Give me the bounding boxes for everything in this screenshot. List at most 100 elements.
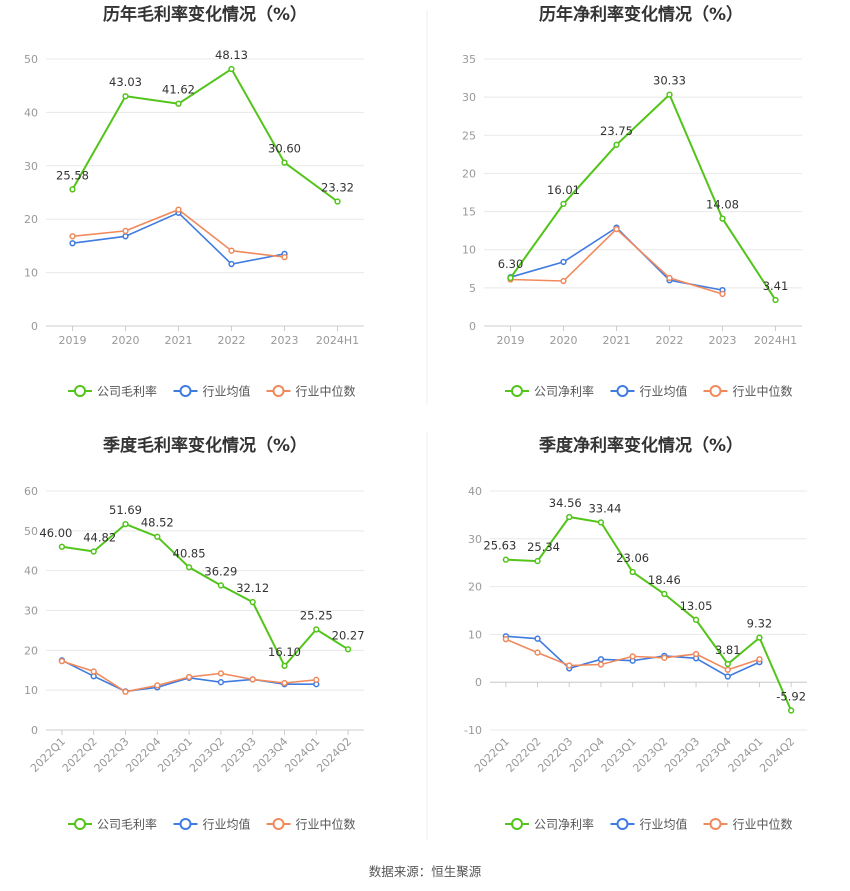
legend-item-industry_median[interactable]: 行业中位数 — [703, 384, 793, 399]
data-point-industry_median[interactable] — [228, 247, 235, 254]
legend-item-industry_avg[interactable]: 行业均值 — [173, 817, 251, 832]
data-point-industry_median[interactable] — [560, 277, 567, 285]
data-point-industry_median[interactable] — [534, 649, 541, 656]
data-point-company[interactable] — [58, 543, 66, 550]
data-point-industry_median[interactable] — [719, 290, 726, 298]
data-point-industry_median[interactable] — [613, 225, 620, 233]
data-point-industry_avg[interactable] — [597, 656, 605, 663]
data-point-industry_median[interactable] — [217, 670, 225, 677]
y-tick-label: 10 — [24, 684, 38, 697]
data-point-industry_median[interactable] — [185, 673, 193, 681]
data-point-industry_avg[interactable] — [724, 673, 731, 680]
data-point-industry_avg[interactable] — [122, 233, 129, 240]
data-point-company[interactable] — [281, 159, 288, 166]
chart-title: 历年毛利率变化情况（%） — [103, 4, 307, 25]
data-point-industry_median[interactable] — [175, 206, 182, 213]
chart-panel-4: 季度净利率变化情况（%）-100102030402022Q12022Q22022… — [464, 435, 807, 832]
data-point-industry_median[interactable] — [724, 666, 731, 673]
x-tick-label: 2019 — [497, 334, 525, 347]
chart-legend: 公司净利率 行业均值 行业中位数 — [505, 817, 793, 832]
y-tick-label: 20 — [24, 213, 38, 226]
data-point-company[interactable] — [507, 274, 514, 282]
data-point-company[interactable] — [249, 598, 256, 606]
data-point-company[interactable] — [566, 513, 573, 521]
legend-item-industry_median[interactable]: 行业中位数 — [266, 817, 356, 832]
data-point-company[interactable] — [344, 646, 352, 653]
data-point-company[interactable] — [502, 556, 510, 563]
legend-label: 行业中位数 — [733, 817, 793, 832]
y-tick-label: 50 — [24, 525, 38, 538]
legend-label: 公司毛利率 — [97, 817, 157, 832]
data-point-company[interactable] — [90, 548, 97, 555]
data-point-industry_median[interactable] — [69, 233, 76, 240]
data-point-company[interactable] — [69, 186, 76, 193]
data-point-industry_median[interactable] — [629, 653, 636, 660]
data-point-company[interactable] — [629, 568, 636, 576]
y-tick-label: 50 — [24, 53, 38, 66]
data-point-industry_avg[interactable] — [228, 260, 235, 268]
data-point-company[interactable] — [560, 200, 567, 208]
data-point-industry_avg[interactable] — [560, 258, 567, 266]
data-point-company[interactable] — [313, 626, 320, 633]
data-point-company[interactable] — [719, 215, 726, 222]
data-point-company[interactable] — [185, 564, 193, 571]
legend-item-company[interactable]: 公司毛利率 — [68, 384, 157, 399]
data-point-industry_median[interactable] — [692, 650, 700, 658]
y-tick-label: 10 — [468, 628, 482, 641]
data-point-industry_median[interactable] — [122, 688, 129, 695]
data-point-company[interactable] — [597, 519, 605, 526]
data-point-industry_avg[interactable] — [534, 635, 541, 642]
data-point-industry_median[interactable] — [249, 676, 256, 683]
data-point-industry_median[interactable] — [58, 657, 66, 665]
data-point-company[interactable] — [661, 590, 668, 598]
legend-swatch-marker — [179, 818, 192, 830]
data-point-company[interactable] — [724, 660, 731, 668]
legend-item-industry_avg[interactable]: 行业均值 — [610, 384, 688, 399]
data-point-industry_median[interactable] — [90, 668, 97, 675]
legend-item-company[interactable]: 公司净利率 — [505, 817, 594, 832]
data-point-company[interactable] — [756, 634, 763, 641]
legend-item-company[interactable]: 公司净利率 — [505, 384, 594, 399]
data-point-company[interactable] — [334, 198, 341, 205]
x-tick-label: 2023 — [271, 334, 299, 347]
data-point-industry_median[interactable] — [281, 253, 288, 261]
data-label: 33.44 — [588, 501, 621, 515]
data-point-industry_median[interactable] — [154, 682, 161, 689]
data-point-industry_median[interactable] — [313, 676, 320, 683]
y-tick-label: 10 — [24, 267, 38, 280]
chart-title: 季度毛利率变化情况（%） — [103, 435, 307, 456]
legend-item-industry_avg[interactable]: 行业均值 — [610, 817, 688, 832]
data-point-company[interactable] — [281, 662, 288, 670]
data-point-industry_avg[interactable] — [217, 679, 225, 686]
data-point-company[interactable] — [666, 91, 673, 98]
data-point-industry_median[interactable] — [122, 227, 129, 235]
y-tick-label: 25 — [462, 129, 476, 142]
data-point-industry_median[interactable] — [666, 274, 673, 282]
data-point-industry_avg[interactable] — [69, 240, 76, 247]
data-point-industry_median[interactable] — [566, 662, 573, 669]
data-point-industry_median[interactable] — [756, 656, 763, 663]
legend-item-company[interactable]: 公司毛利率 — [68, 817, 157, 832]
legend-item-industry_median[interactable]: 行业中位数 — [266, 384, 356, 399]
data-point-company[interactable] — [175, 100, 182, 107]
data-point-company[interactable] — [613, 141, 620, 148]
y-tick-label: 20 — [468, 581, 482, 594]
data-point-industry_median[interactable] — [597, 661, 605, 668]
data-point-company[interactable] — [692, 616, 700, 623]
data-point-company[interactable] — [228, 65, 235, 73]
data-point-company[interactable] — [154, 533, 161, 540]
data-point-company[interactable] — [122, 520, 129, 528]
data-point-industry_median[interactable] — [502, 636, 510, 643]
legend-item-industry_avg[interactable]: 行业均值 — [173, 384, 251, 399]
data-label: 23.75 — [600, 124, 633, 138]
legend-item-industry_median[interactable]: 行业中位数 — [703, 817, 793, 832]
data-point-company[interactable] — [122, 93, 129, 100]
y-tick-label: -10 — [464, 724, 482, 737]
data-point-company[interactable] — [217, 582, 225, 589]
data-point-company[interactable] — [534, 557, 541, 565]
data-point-company[interactable] — [772, 296, 779, 304]
chart-legend: 公司净利率 行业均值 行业中位数 — [505, 384, 793, 399]
data-point-company[interactable] — [788, 707, 795, 714]
data-point-industry_median[interactable] — [281, 679, 288, 687]
data-point-industry_median[interactable] — [661, 654, 668, 661]
